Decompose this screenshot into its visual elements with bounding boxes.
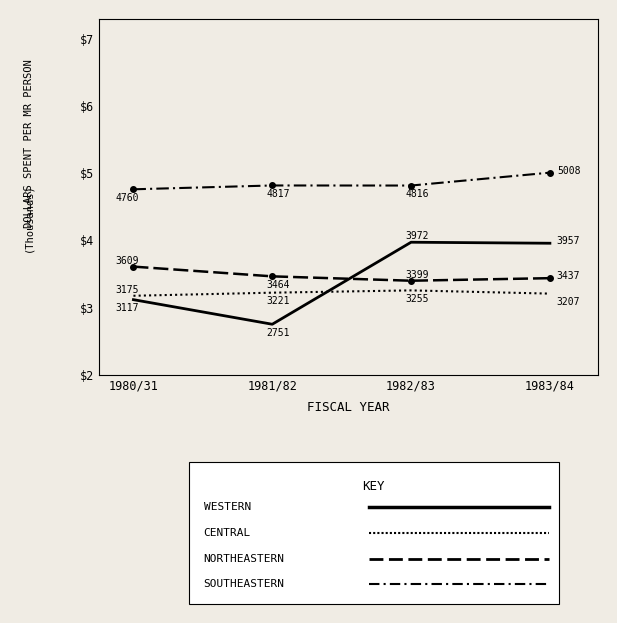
Text: 3609: 3609 (115, 256, 139, 266)
Text: CENTRAL: CENTRAL (204, 528, 251, 538)
Text: 2751: 2751 (267, 328, 290, 338)
Text: KEY: KEY (362, 480, 385, 493)
Text: 3957: 3957 (557, 236, 581, 246)
Text: DOLLARS SPENT PER MR PERSON: DOLLARS SPENT PER MR PERSON (23, 59, 34, 227)
Text: 3464: 3464 (267, 280, 290, 290)
Text: SOUTHEASTERN: SOUTHEASTERN (204, 579, 284, 589)
Text: 3175: 3175 (115, 285, 139, 295)
Text: 3972: 3972 (405, 231, 429, 241)
Text: NORTHEASTERN: NORTHEASTERN (204, 554, 284, 564)
Text: (Thousands): (Thousands) (23, 184, 34, 252)
FancyBboxPatch shape (189, 462, 558, 604)
Text: 4817: 4817 (267, 189, 290, 199)
Text: 4760: 4760 (115, 193, 139, 203)
Text: 3221: 3221 (267, 297, 290, 307)
Text: WESTERN: WESTERN (204, 503, 251, 513)
Text: 3207: 3207 (557, 297, 581, 307)
Text: 5008: 5008 (557, 166, 581, 176)
Text: 3255: 3255 (405, 294, 429, 304)
Text: 3117: 3117 (115, 303, 139, 313)
Text: 3399: 3399 (405, 270, 429, 280)
X-axis label: FISCAL YEAR: FISCAL YEAR (307, 401, 390, 414)
Text: 4816: 4816 (405, 189, 429, 199)
Text: 3437: 3437 (557, 271, 581, 281)
